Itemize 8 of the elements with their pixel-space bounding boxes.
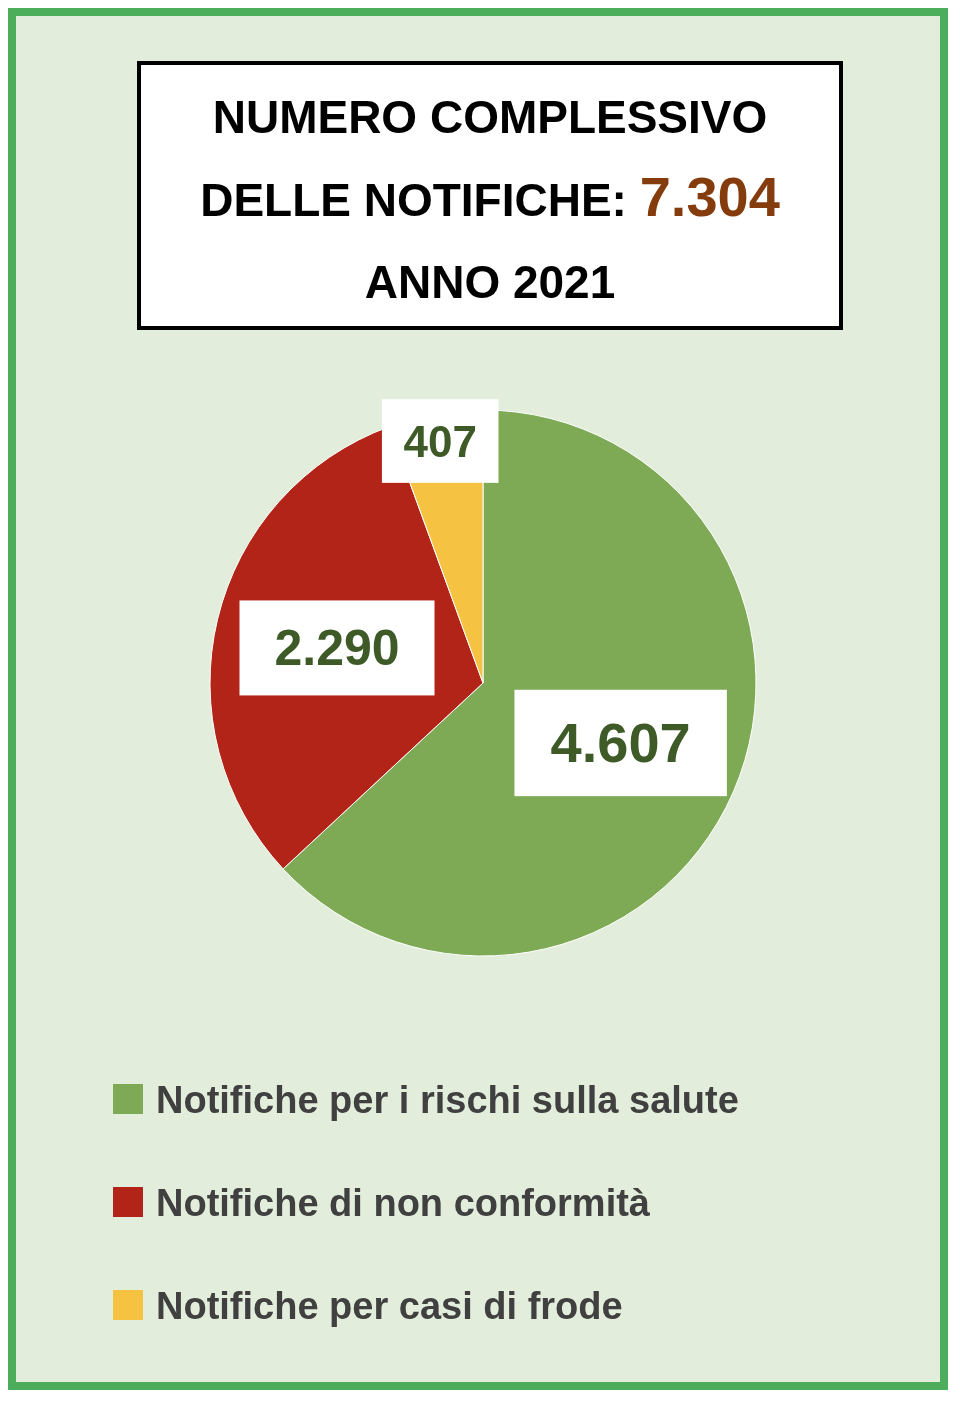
chart-title: NUMERO COMPLESSIVO DELLE NOTIFICHE: 7.304 (200, 91, 780, 228)
legend-label: Notifiche per casi di frode (156, 1285, 623, 1327)
data-label: 407 (403, 416, 477, 466)
chart-subtitle: ANNO 2021 (364, 256, 616, 308)
legend-label: Notifiche di non conformità (156, 1182, 651, 1224)
legend-label: Notifiche per i rischi sulla salute (156, 1079, 739, 1121)
data-label: 4.607 (550, 711, 691, 775)
data-label: 2.290 (274, 619, 400, 676)
